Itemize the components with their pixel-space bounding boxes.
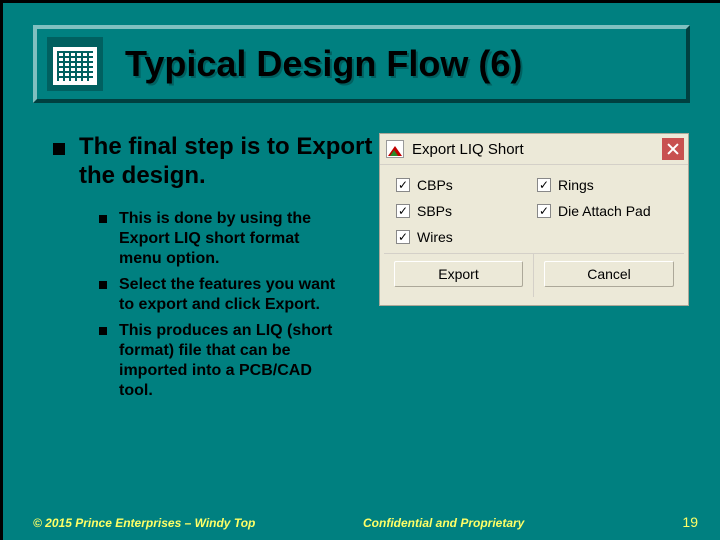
export-dialog: Export LIQ Short ✓ CBPs ✓ Rings ✓ SBPs ✓… [379,133,689,306]
bullet-column: The final step is to Export the design. … [53,133,373,480]
checkbox-icon: ✓ [396,204,410,218]
checkbox-label: Wires [417,229,453,245]
sub-bullet-text: This produces an LIQ (short format) file… [119,321,339,401]
checkbox-label: Rings [558,177,594,193]
checkbox-label: SBPs [417,203,452,219]
checkbox-die-attach-pad[interactable]: ✓ Die Attach Pad [537,203,672,219]
checkbox-icon: ✓ [537,204,551,218]
bullet-square-icon [53,143,65,155]
dialog-button-row: Export Cancel [384,253,684,297]
dialog-title: Export LIQ Short [412,141,654,158]
checkbox-grid: ✓ CBPs ✓ Rings ✓ SBPs ✓ Die Attach Pad ✓… [384,177,684,253]
footer-copyright: © 2015 Prince Enterprises – Windy Top [33,516,255,530]
footer-page-number: 19 [682,514,698,530]
dialog-app-icon [386,140,404,158]
sub-bullet: This produces an LIQ (short format) file… [99,321,373,401]
sub-bullet-text: Select the features you want to export a… [119,275,339,315]
checkbox-label: Die Attach Pad [558,203,651,219]
checkbox-wires[interactable]: ✓ Wires [396,229,531,245]
checkbox-cbps[interactable]: ✓ CBPs [396,177,531,193]
footer: © 2015 Prince Enterprises – Windy Top Co… [3,506,720,530]
close-icon[interactable] [662,138,684,160]
bullet-square-icon [99,327,107,335]
export-button[interactable]: Export [394,261,523,287]
checkbox-icon: ✓ [396,178,410,192]
checkbox-sbps[interactable]: ✓ SBPs [396,203,531,219]
cancel-button[interactable]: Cancel [544,261,674,287]
slide-title-bar: Typical Design Flow (6) [33,25,690,103]
main-bullet-text: The final step is to Export the design. [79,133,373,191]
bullet-square-icon [99,215,107,223]
sub-bullet: This is done by using the Export LIQ sho… [99,209,373,269]
sub-bullet-text: This is done by using the Export LIQ sho… [119,209,339,269]
slide-title-icon [47,37,103,91]
main-bullet: The final step is to Export the design. [53,133,373,191]
checkbox-icon: ✓ [396,230,410,244]
sub-bullet: Select the features you want to export a… [99,275,373,315]
checkbox-icon: ✓ [537,178,551,192]
bullet-square-icon [99,281,107,289]
checkbox-rings[interactable]: ✓ Rings [537,177,672,193]
sub-bullet-list: This is done by using the Export LIQ sho… [99,209,373,401]
dialog-body: ✓ CBPs ✓ Rings ✓ SBPs ✓ Die Attach Pad ✓… [380,164,688,305]
footer-confidential: Confidential and Proprietary [363,516,524,530]
slide-title: Typical Design Flow (6) [125,43,522,85]
dialog-titlebar: Export LIQ Short [380,134,688,164]
checkbox-label: CBPs [417,177,453,193]
